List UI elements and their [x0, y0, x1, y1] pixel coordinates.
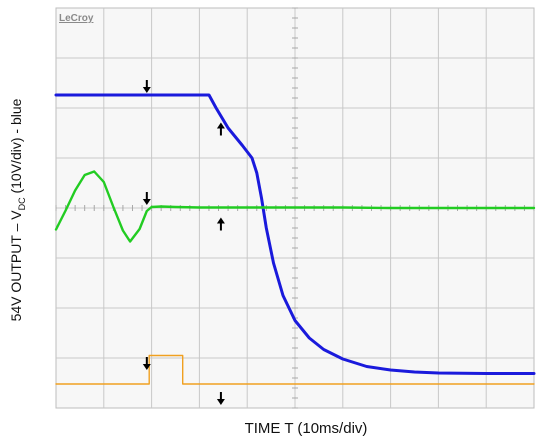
arrow-marker-up	[216, 217, 225, 231]
arrow-marker-down	[142, 192, 151, 205]
arrow-head	[142, 199, 151, 205]
y-axis-label-main: 54V OUTPUT – V	[8, 210, 24, 322]
arrow-head	[142, 364, 151, 370]
arrow-head	[216, 122, 225, 129]
green-trace	[54, 170, 536, 243]
arrow-marker-down	[216, 392, 225, 405]
arrow-marker-up	[216, 122, 225, 136]
arrow-marker-down	[142, 80, 151, 93]
blue-trace	[54, 93, 536, 375]
brand-logo: LeCroy	[59, 13, 94, 24]
traces	[54, 93, 536, 385]
markers	[142, 80, 225, 405]
y-axis-label-tail: (10V/div) - blue	[8, 98, 24, 197]
arrow-head	[216, 399, 225, 405]
x-axis-label: TIME T (10ms/div)	[245, 420, 368, 437]
arrow-head	[142, 87, 151, 93]
y-axis-label: 54V OUTPUT – VDC (10V/div) - blue	[8, 98, 27, 321]
y-axis-label-subscript: DC	[17, 197, 27, 210]
orange-trace	[55, 354, 535, 385]
arrow-head	[216, 217, 225, 224]
arrow-marker-down	[142, 357, 151, 370]
